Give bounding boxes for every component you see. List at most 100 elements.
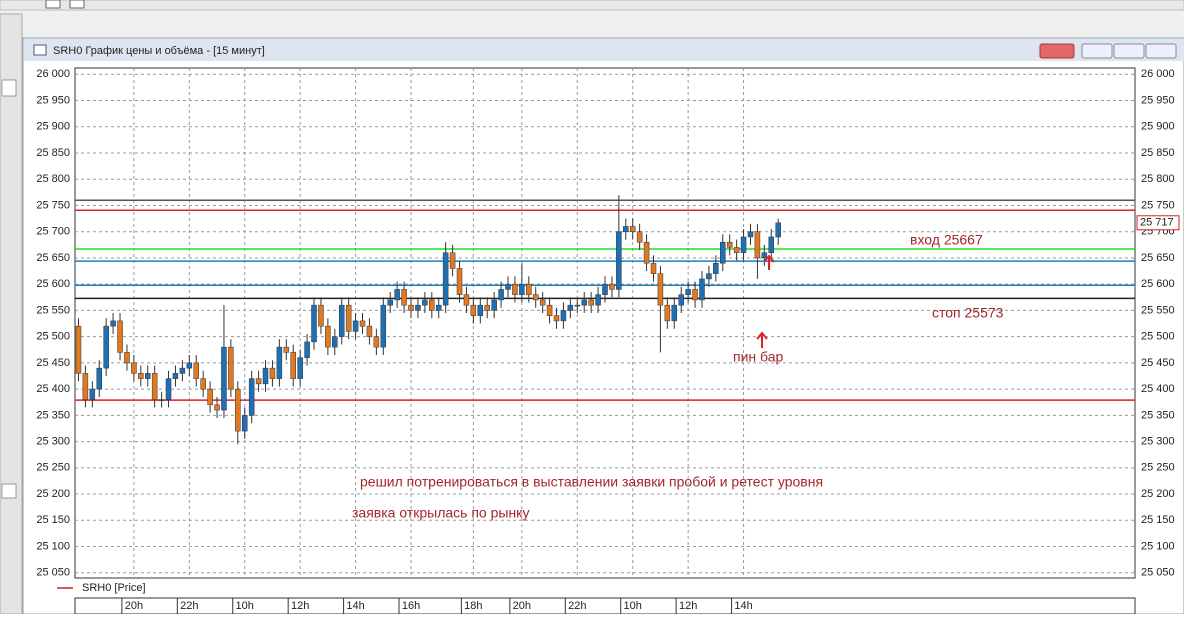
candle-body	[477, 304, 484, 316]
candle-body	[775, 222, 781, 238]
y-tick-label: 25 350	[1141, 409, 1175, 421]
candle-body	[720, 241, 726, 264]
side-panel	[0, 13, 23, 615]
candle-body	[103, 325, 109, 369]
candle-body	[435, 304, 442, 311]
candle-body	[248, 378, 255, 416]
y-tick-label: 25 800	[36, 173, 70, 185]
x-tick-label: 18h	[464, 600, 482, 612]
candle-body	[588, 299, 594, 306]
x-tick-label: 12h	[291, 600, 309, 612]
candle-body	[318, 304, 324, 327]
candle-body	[463, 294, 470, 306]
candle-body	[338, 304, 345, 337]
candle-body	[235, 388, 241, 432]
candle-body	[186, 362, 193, 369]
candle-body	[519, 283, 525, 295]
candle-body	[221, 346, 227, 411]
candle-body	[498, 289, 504, 301]
candle-body	[283, 346, 290, 353]
candle-body	[484, 304, 490, 311]
y-tick-label: 25 250	[1141, 462, 1175, 474]
y-tick-label: 25 100	[1141, 540, 1175, 552]
y-tick-label: 25 400	[36, 383, 70, 395]
restore-button[interactable]	[1113, 43, 1145, 59]
candle-body	[269, 367, 276, 379]
y-tick-label: 26 000	[36, 68, 70, 80]
close-button[interactable]	[1145, 43, 1177, 59]
last-price-label: 25 717	[1140, 217, 1174, 229]
x-tick-label: 22h	[568, 600, 586, 612]
y-tick-label: 25 300	[36, 435, 70, 447]
link-button[interactable]	[1039, 43, 1075, 59]
x-tick-label: 10h	[236, 600, 254, 612]
candle-body	[359, 320, 366, 327]
y-tick-label: 25 550	[1141, 304, 1175, 316]
candle-body	[657, 273, 664, 306]
candle-body	[740, 236, 747, 253]
candle-body	[671, 304, 678, 322]
candle-body	[643, 241, 650, 264]
arrow	[756, 331, 768, 348]
candle-body	[505, 283, 511, 290]
x-tick-label: 14h	[734, 600, 752, 612]
candle-body	[144, 373, 151, 379]
scrollbar-thumb[interactable]	[1, 79, 17, 97]
y-tick-label: 25 300	[1141, 435, 1175, 447]
toolbar-button[interactable]	[69, 0, 85, 9]
candle-body	[214, 404, 220, 411]
candle-body	[664, 304, 671, 322]
candle-body	[574, 304, 581, 307]
candle-body	[609, 283, 615, 290]
candle-body	[228, 346, 234, 390]
candle-body	[158, 399, 165, 401]
arrow	[763, 254, 775, 270]
y-tick-label: 25 950	[1141, 94, 1175, 106]
y-tick-label: 25 400	[1141, 383, 1175, 395]
candle-body	[200, 378, 206, 390]
candle-body	[110, 320, 116, 327]
y-tick-label: 25 750	[1141, 199, 1175, 211]
y-tick-label: 25 450	[36, 357, 70, 369]
scrollbar-thumb[interactable]	[1, 483, 17, 499]
candle-body	[761, 252, 768, 259]
y-tick-label: 25 900	[36, 121, 70, 133]
candle-body	[567, 304, 574, 311]
candle-body	[616, 231, 622, 290]
candle-body	[138, 373, 144, 379]
y-tick-label: 25 350	[36, 409, 70, 421]
window-icon	[33, 44, 47, 56]
candle-body	[193, 362, 199, 379]
y-tick-label: 25 100	[36, 540, 70, 552]
candle-body	[96, 367, 102, 390]
y-tick-label: 25 050	[1141, 567, 1175, 579]
y-tick-label: 25 850	[1141, 147, 1175, 159]
y-tick-label: 25 550	[36, 304, 70, 316]
candle-body	[311, 304, 317, 343]
candle-body	[387, 299, 393, 306]
candle-body	[456, 268, 463, 295]
y-tick-label: 25 200	[36, 488, 70, 500]
toolbar-button[interactable]	[45, 0, 61, 9]
y-tick-label: 25 200	[1141, 488, 1175, 500]
candle-body	[726, 241, 733, 248]
candle-body	[546, 304, 553, 316]
candle-body	[255, 378, 262, 385]
x-tick-label: 22h	[180, 600, 198, 612]
candle-body	[179, 367, 186, 374]
candle-body	[560, 310, 567, 322]
x-tick-label: 10h	[624, 600, 642, 612]
candle-body	[366, 325, 373, 337]
candle-body	[692, 289, 698, 301]
candle-body	[754, 231, 761, 259]
candle-body	[345, 304, 352, 332]
candle-body	[408, 304, 414, 311]
y-tick-label: 25 600	[1141, 278, 1175, 290]
candle-body	[429, 299, 435, 311]
candle-body	[526, 283, 532, 295]
y-tick-label: 25 150	[1141, 514, 1175, 526]
candle-body	[297, 357, 303, 379]
minimize-button[interactable]	[1081, 43, 1113, 59]
candle-body	[768, 236, 775, 253]
